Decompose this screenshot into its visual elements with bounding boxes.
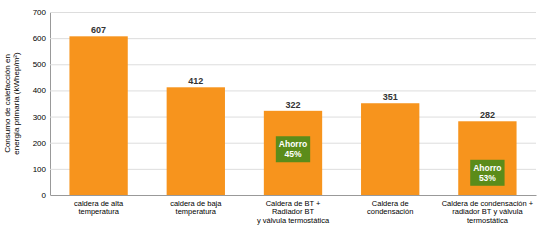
y-tick-label: 500 [33,60,47,69]
bars [69,36,516,195]
x-tick: caldera de altatemperatura [74,195,124,216]
annotation-text: Ahorro53% [473,163,501,183]
x-tick-label: Caldera decondensación [367,199,413,217]
x-tick-label: Caldera de BT +Radiador BTy válvula term… [257,199,330,225]
y-tick-label: 200 [33,139,47,148]
plot: 0 100 200 300 400 500 600 700 Consumo de calefac… [3,8,537,225]
data-label: 607 [91,25,106,35]
data-labels: 607 412 322 351 282 [91,25,495,120]
bar [264,111,322,195]
bar [458,121,516,195]
x-axis-line [51,195,537,196]
x-tick-label: Caldera de condensación +radiador BT y v… [442,199,534,225]
grid-line [50,195,536,196]
y-axis: 0 100 200 300 400 500 600 700 [33,8,536,200]
x-tick-label: caldera de altatemperatura [74,199,124,217]
annotation-text: Ahorro45% [279,139,307,159]
y-axis-label: Consumo de calefacción enenergía primari… [3,52,21,155]
x-tick: Caldera de BT +Radiador BTy válvula term… [257,195,330,225]
data-label: 412 [188,76,203,86]
annotation-box [470,160,504,186]
y-tick-label: 300 [33,113,47,122]
annotation: Ahorro45% [276,136,310,162]
data-label: 282 [480,110,495,120]
y-tick-label: 700 [33,8,47,17]
y-tick-label: 100 [33,165,47,174]
y-tick-label: 600 [33,34,47,43]
annotation: Ahorro53% [470,160,504,186]
grid-line [50,12,536,13]
annotations: Ahorro45% Ahorro53% [276,136,505,186]
y-axis-line [50,13,51,196]
y-tick: 700 [33,8,536,17]
data-label: 351 [383,92,398,102]
bar [167,87,225,195]
data-label: 322 [285,100,300,110]
x-tick: caldera de bajatemperatura [170,195,222,216]
bar [361,103,419,195]
y-tick-label: 0 [42,191,47,200]
bar [69,36,127,195]
x-tick-label: caldera de bajatemperatura [170,199,222,217]
x-axis: caldera de altatemperatura caldera de baj… [51,195,537,225]
x-tick: Caldera decondensación [367,195,413,216]
annotation-box [276,136,310,162]
x-tick: Caldera de condensación +radiador BT y v… [442,195,534,225]
chart: 0 100 200 300 400 500 600 700 Consumo de calefac… [0,0,544,237]
y-tick-label: 400 [33,86,47,95]
